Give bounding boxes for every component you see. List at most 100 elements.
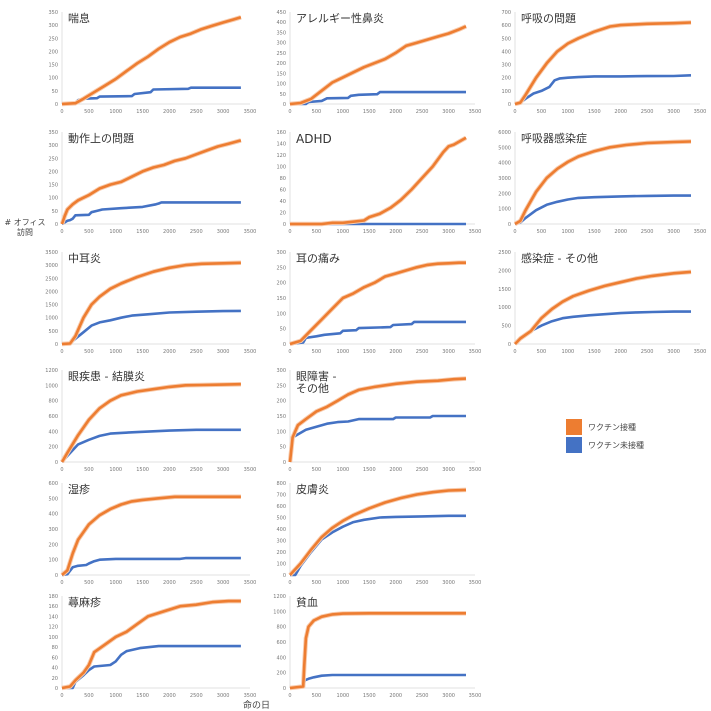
y-tick-label: 400 [501, 49, 511, 55]
chart-panel: 0 200 400 600 800 1000 1200 0 500 1000 1500 2000 250… [32, 364, 260, 476]
chart-svg: 0 1000 2000 3000 4000 5000 6000 0 500 1000 1500 200… [498, 130, 707, 235]
panel-title: 湿疹 [68, 483, 90, 496]
y-tick-label: 0 [283, 460, 286, 466]
x-tick-label: 1000 [336, 349, 349, 355]
series-line-unvaccinated [514, 194, 691, 226]
legend-label-unvaccinated: ワクチン未接種 [588, 440, 644, 450]
x-tick-label: 3000 [442, 109, 455, 115]
series-line-glow [288, 487, 467, 577]
chart-svg: 0 20 40 60 80 100 120 140 160 180 0 500 1000 1500 2000… [48, 594, 257, 699]
series-line-vaccinated [61, 495, 241, 576]
y-tick-label: 300 [48, 527, 58, 533]
series-line-glow [513, 139, 692, 226]
x-tick-label: 0 [288, 693, 291, 699]
x-tick-label: 1000 [561, 229, 574, 235]
series-line-vaccinated [289, 261, 466, 346]
x-tick-label: 2500 [416, 109, 429, 115]
y-tick-label: 600 [48, 481, 58, 487]
y-tick-label: 500 [48, 329, 58, 335]
y-tick-label: 400 [48, 512, 58, 518]
x-tick-label: 2000 [163, 109, 176, 115]
x-tick-label: 1500 [363, 693, 376, 699]
y-tick-label: 20 [280, 211, 286, 217]
x-tick-label: 3000 [667, 349, 680, 355]
x-tick-label: 3000 [217, 467, 230, 473]
series-line-vaccinated [514, 270, 692, 345]
y-tick-label: 1500 [498, 287, 511, 293]
y-tick-label: 600 [48, 414, 58, 420]
x-tick-label: 2000 [389, 109, 402, 115]
x-tick-label: 1000 [109, 580, 122, 586]
x-tick-label: 3500 [469, 229, 482, 235]
x-tick-label: 2000 [389, 349, 402, 355]
y-tick-label: 0 [283, 102, 286, 108]
y-tick-label: 100 [276, 165, 286, 171]
x-tick-label: 2500 [190, 580, 203, 586]
panel-title: ADHD [296, 132, 332, 146]
y-tick-label: 300 [276, 250, 286, 256]
x-tick-label: 0 [513, 349, 516, 355]
x-tick-label: 2500 [416, 467, 429, 473]
y-tick-label: 1000 [273, 609, 286, 615]
chart-panel: 0 50 100 150 200 250 300 350 400 450 0 500 1000 1500 2… [260, 6, 485, 118]
y-tick-label: 300 [501, 63, 511, 69]
x-tick-label: 3000 [442, 229, 455, 235]
x-tick-label: 1500 [363, 349, 376, 355]
x-tick-label: 1500 [363, 580, 376, 586]
y-tick-label: 5000 [498, 145, 511, 151]
x-tick-label: 500 [312, 693, 322, 699]
y-tick-label: 300 [48, 143, 58, 149]
y-tick-label: 250 [48, 156, 58, 162]
y-tick-label: 80 [280, 176, 286, 182]
x-tick-label: 2000 [389, 467, 402, 473]
y-tick-label: 200 [48, 49, 58, 55]
y-tick-label: 3000 [45, 263, 58, 269]
y-tick-label: 6000 [498, 130, 511, 136]
chart-panel: 0 1000 2000 3000 4000 5000 6000 0 500 1000 1500 200… [485, 126, 710, 238]
x-tick-label: 0 [288, 229, 291, 235]
x-tick-label: 3000 [442, 467, 455, 473]
y-tick-label: 0 [283, 686, 286, 692]
series-line-vaccinated [514, 21, 692, 106]
x-tick-label: 3500 [694, 349, 707, 355]
series-line-vaccinated [61, 261, 241, 346]
y-tick-label: 1500 [45, 303, 58, 309]
chart-panel: 0 100 200 300 400 500 600 700 800 0 500 1000 1500 200… [260, 477, 485, 589]
y-tick-label: 200 [276, 399, 286, 405]
x-tick-label: 2500 [416, 693, 429, 699]
y-tick-label: 700 [501, 10, 511, 16]
y-tick-label: 250 [276, 51, 286, 57]
chart-svg: 0 200 400 600 800 1000 1200 0 500 1000 1500 2000 250… [273, 594, 481, 699]
x-tick-label: 500 [537, 109, 547, 115]
x-tick-label: 500 [312, 349, 322, 355]
x-tick-label: 3000 [442, 349, 455, 355]
y-tick-label: 0 [508, 102, 511, 108]
x-tick-label: 1000 [336, 693, 349, 699]
series-line-vaccinated [289, 611, 466, 690]
chart-panel: 0 50 100 150 200 250 300 0 500 1000 1500 2000 2500 30… [260, 364, 485, 476]
y-tick-label: 1000 [498, 305, 511, 311]
x-tick-label: 3500 [244, 467, 257, 473]
y-tick-label: 50 [52, 209, 58, 215]
series-line-unvaccinated [288, 414, 466, 463]
chart-svg: 0 50 100 150 200 250 300 350 400 450 0 500 1000 1500 2… [276, 10, 481, 115]
chart-panel: 0 500 1000 1500 2000 2500 3000 3500 0 500 1000 1500… [32, 246, 260, 358]
x-tick-label: 500 [84, 229, 94, 235]
y-tick-label: 150 [276, 296, 286, 302]
x-tick-label: 3500 [244, 693, 257, 699]
y-tick-label: 300 [48, 23, 58, 29]
y-tick-label: 0 [55, 460, 58, 466]
x-tick-label: 3000 [217, 349, 230, 355]
series-line-vaccinated [288, 377, 467, 463]
x-tick-label: 1000 [109, 229, 122, 235]
panel-title: 喘息 [68, 12, 90, 25]
x-tick-label: 3500 [694, 229, 707, 235]
y-tick-label: 1200 [273, 594, 286, 600]
y-tick-label: 600 [501, 23, 511, 29]
y-tick-label: 200 [276, 671, 286, 677]
x-tick-label: 1500 [136, 693, 149, 699]
panel-title: 耳の痛み [296, 252, 340, 265]
chart-panel: 0 100 200 300 400 500 600 700 0 500 1000 1500 2000 25… [485, 6, 710, 118]
